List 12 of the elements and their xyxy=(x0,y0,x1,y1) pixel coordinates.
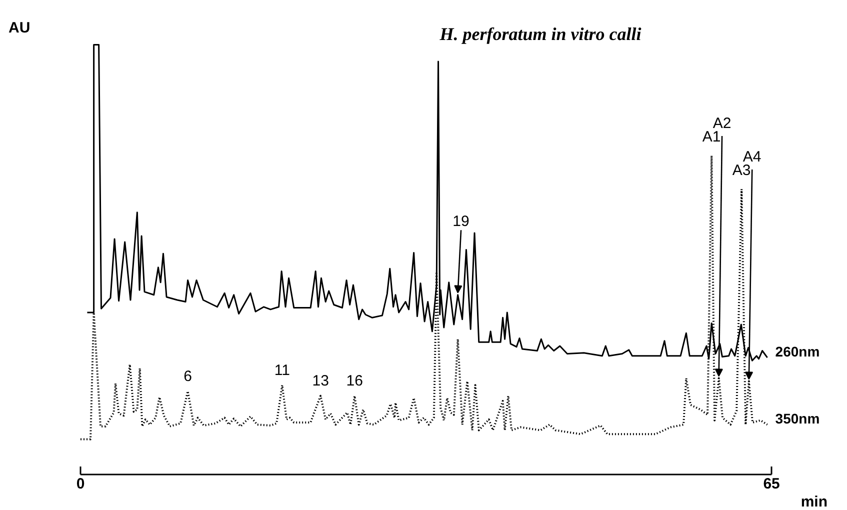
x-axis-title: min xyxy=(800,494,828,510)
annotation: 6 xyxy=(184,368,192,385)
series-label: 260nm xyxy=(775,344,820,360)
annotation: 11 xyxy=(274,362,290,379)
chart-title: H. perforatum in vitro calli xyxy=(438,24,642,44)
x-tick-label: 65 xyxy=(763,476,780,492)
y-axis-title: AU xyxy=(8,20,30,36)
series-label: 350nm xyxy=(775,410,820,427)
annotation: 19 xyxy=(452,213,470,230)
annotation: 13 xyxy=(312,372,329,390)
x-tick-label: 0 xyxy=(76,476,85,492)
annotation: 16 xyxy=(346,372,363,390)
